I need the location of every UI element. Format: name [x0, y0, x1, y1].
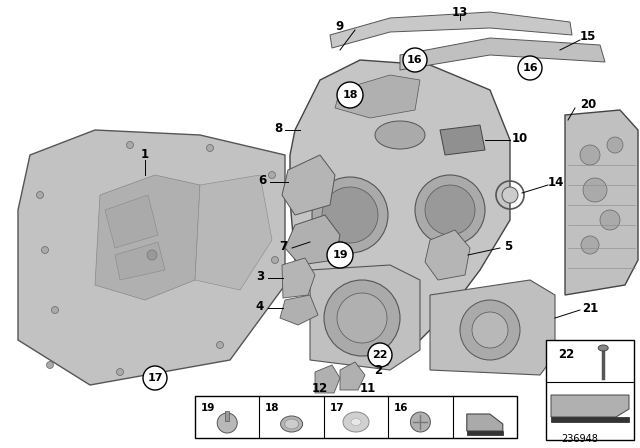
- Ellipse shape: [285, 419, 299, 429]
- Circle shape: [42, 246, 49, 254]
- Circle shape: [460, 300, 520, 360]
- Circle shape: [143, 366, 167, 390]
- Text: 1: 1: [141, 148, 149, 161]
- Polygon shape: [290, 60, 510, 340]
- Circle shape: [368, 343, 392, 367]
- Text: 16: 16: [407, 55, 423, 65]
- Text: 14: 14: [548, 176, 564, 189]
- Circle shape: [580, 145, 600, 165]
- Circle shape: [425, 185, 475, 235]
- Ellipse shape: [280, 416, 303, 432]
- Text: 12: 12: [312, 382, 328, 395]
- Text: 11: 11: [360, 382, 376, 395]
- Polygon shape: [95, 175, 200, 300]
- Polygon shape: [440, 125, 485, 155]
- Text: 19: 19: [332, 250, 348, 260]
- Ellipse shape: [343, 412, 369, 432]
- Text: 8: 8: [274, 121, 282, 134]
- Circle shape: [116, 369, 124, 375]
- Text: 17: 17: [147, 373, 163, 383]
- Circle shape: [127, 142, 134, 148]
- Circle shape: [502, 187, 518, 203]
- Circle shape: [217, 413, 237, 433]
- Text: 15: 15: [580, 30, 596, 43]
- Bar: [225, 411, 229, 421]
- Text: 22: 22: [558, 348, 574, 361]
- Text: 19: 19: [201, 403, 215, 413]
- Polygon shape: [551, 395, 629, 417]
- Circle shape: [207, 145, 214, 151]
- Bar: [546, 340, 634, 440]
- Text: 236948: 236948: [561, 434, 598, 444]
- Circle shape: [472, 312, 508, 348]
- Circle shape: [271, 257, 278, 263]
- Circle shape: [51, 306, 58, 314]
- Circle shape: [322, 187, 378, 243]
- Text: 3: 3: [256, 270, 264, 283]
- Ellipse shape: [598, 345, 608, 351]
- Circle shape: [269, 172, 275, 178]
- Text: 7: 7: [279, 240, 287, 253]
- Polygon shape: [115, 242, 165, 280]
- Polygon shape: [340, 362, 365, 390]
- Text: 4: 4: [256, 300, 264, 313]
- Circle shape: [337, 82, 363, 108]
- Polygon shape: [335, 75, 420, 118]
- Polygon shape: [330, 12, 572, 48]
- Bar: [195, 396, 517, 438]
- Circle shape: [583, 178, 607, 202]
- Polygon shape: [285, 215, 340, 265]
- Circle shape: [47, 362, 54, 369]
- Polygon shape: [105, 195, 158, 248]
- Circle shape: [581, 236, 599, 254]
- Polygon shape: [565, 110, 638, 295]
- Polygon shape: [282, 155, 335, 215]
- Circle shape: [403, 48, 427, 72]
- Circle shape: [410, 412, 431, 432]
- Polygon shape: [315, 365, 340, 393]
- Text: 18: 18: [265, 403, 280, 413]
- Text: 13: 13: [452, 5, 468, 18]
- Circle shape: [147, 250, 157, 260]
- Polygon shape: [400, 38, 605, 70]
- Polygon shape: [310, 265, 420, 370]
- Bar: [467, 431, 503, 435]
- Polygon shape: [467, 414, 503, 431]
- Polygon shape: [430, 280, 555, 375]
- Circle shape: [312, 177, 388, 253]
- Circle shape: [600, 210, 620, 230]
- Text: 6: 6: [258, 173, 266, 186]
- Bar: [551, 417, 629, 422]
- Polygon shape: [195, 175, 272, 290]
- Circle shape: [337, 293, 387, 343]
- Circle shape: [327, 242, 353, 268]
- Text: 17: 17: [330, 403, 344, 413]
- Ellipse shape: [375, 121, 425, 149]
- Polygon shape: [282, 258, 315, 298]
- Text: 20: 20: [580, 98, 596, 111]
- Circle shape: [324, 280, 400, 356]
- Text: 21: 21: [582, 302, 598, 314]
- Text: 16: 16: [394, 403, 408, 413]
- Text: 18: 18: [342, 90, 358, 100]
- Circle shape: [415, 175, 485, 245]
- Polygon shape: [425, 230, 470, 280]
- Text: 16: 16: [522, 63, 538, 73]
- Circle shape: [36, 191, 44, 198]
- Text: 10: 10: [512, 132, 528, 145]
- Text: 5: 5: [504, 240, 512, 253]
- Circle shape: [216, 341, 223, 349]
- Text: 9: 9: [336, 20, 344, 33]
- Text: 22: 22: [372, 350, 388, 360]
- Text: 2: 2: [374, 363, 382, 376]
- Polygon shape: [18, 130, 285, 385]
- Circle shape: [518, 56, 542, 80]
- Ellipse shape: [351, 418, 361, 426]
- Circle shape: [607, 137, 623, 153]
- Polygon shape: [280, 295, 318, 325]
